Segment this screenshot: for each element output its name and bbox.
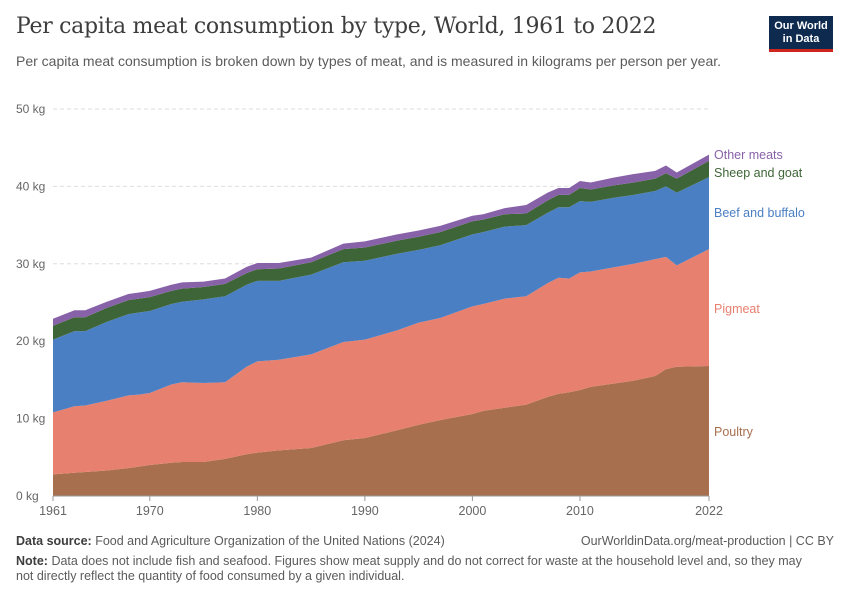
y-tick-label: 20 kg: [16, 334, 45, 348]
source-url[interactable]: OurWorldinData.org/meat-production | CC …: [580, 534, 834, 548]
note: Note: Data does not include fish and sea…: [16, 554, 806, 584]
area-beef-and-buffalo: [53, 177, 709, 413]
area-other-meats: [53, 154, 709, 326]
area-pigmeat: [53, 249, 709, 475]
source-text: Food and Agriculture Organization of the…: [95, 534, 445, 548]
x-tick-label: 2022: [695, 504, 723, 518]
area-sheep-and-goat: [53, 160, 709, 340]
note-text: Data does not include fish and seafood. …: [16, 554, 802, 583]
x-tick-label: 1961: [39, 504, 67, 518]
x-tick-label: 1990: [351, 504, 379, 518]
chart-subtitle: Per capita meat consumption is broken do…: [16, 53, 722, 69]
x-tick-label: 1980: [243, 504, 271, 518]
legend-label: Pigmeat: [714, 302, 760, 316]
legend-label: Beef and buffalo: [714, 206, 805, 220]
chart-title: Per capita meat consumption by type, Wor…: [16, 14, 657, 39]
legend-label: Other meats: [714, 148, 783, 162]
area-poultry: [53, 365, 709, 496]
x-tick-label: 2010: [566, 504, 594, 518]
y-tick-label: 40 kg: [16, 179, 45, 193]
owid-logo[interactable]: Our World in Data: [769, 16, 833, 52]
legend-label: Sheep and goat: [714, 166, 803, 180]
legend-label: Poultry: [714, 425, 754, 439]
x-tick-label: 2000: [459, 504, 487, 518]
source-label: Data source:: [16, 534, 92, 548]
y-tick-label: 0 kg: [16, 489, 39, 503]
x-tick-label: 1970: [136, 504, 164, 518]
note-label: Note:: [16, 554, 48, 568]
data-source: Data source: Food and Agriculture Organi…: [16, 534, 445, 548]
y-tick-label: 30 kg: [16, 257, 45, 271]
y-tick-label: 50 kg: [16, 102, 45, 116]
y-tick-label: 10 kg: [16, 412, 45, 426]
